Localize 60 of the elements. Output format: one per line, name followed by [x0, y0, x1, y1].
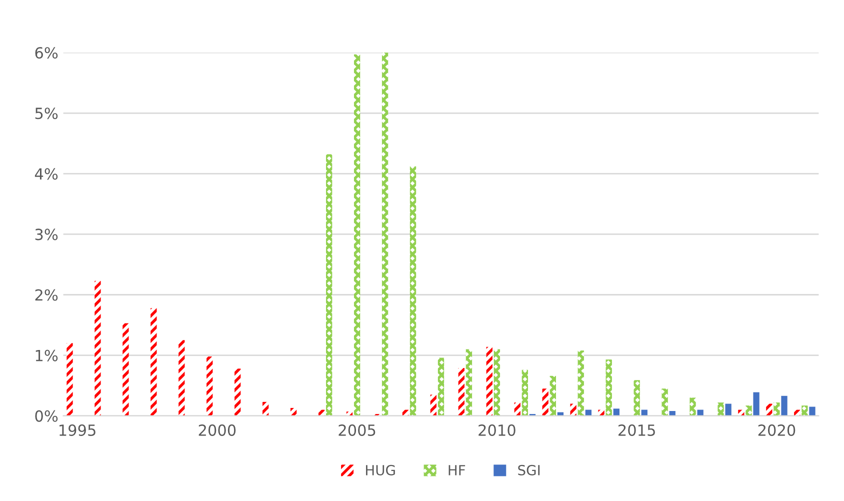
bar: [234, 368, 241, 416]
y-tick-label: 4%: [34, 168, 58, 180]
y-tick-label: 0%: [35, 410, 58, 422]
legend-label: SGI: [518, 464, 540, 476]
bar: [753, 392, 760, 416]
x-tick-label: 2020: [758, 424, 796, 436]
bar: [746, 406, 752, 416]
bar: [262, 402, 269, 416]
bar: [122, 323, 129, 416]
x-tick-label: 2005: [338, 424, 376, 436]
bar: [738, 410, 744, 416]
x-tick-label: 2015: [618, 424, 655, 436]
x-tick-label: 2010: [478, 424, 516, 436]
bar: [326, 154, 332, 416]
bar: [178, 340, 185, 416]
bar: [766, 404, 772, 416]
legend-label: HF: [448, 465, 466, 476]
y-tick-label: 3%: [35, 228, 58, 240]
bar: [494, 349, 500, 416]
bar: [290, 408, 297, 416]
bar: [550, 376, 556, 416]
bar: [382, 52, 388, 416]
bar: [802, 406, 808, 416]
bar: [430, 394, 437, 416]
bar: [150, 308, 157, 416]
bar: [94, 280, 101, 416]
bar: [458, 368, 464, 416]
bar: [669, 410, 676, 416]
bar: [410, 166, 416, 416]
bar: [542, 388, 548, 416]
bar: [578, 350, 584, 416]
bar: [354, 54, 360, 416]
bar: [718, 402, 724, 416]
y-tick-label: 5%: [35, 108, 58, 120]
bar: [570, 404, 576, 416]
x-tick-label: 1995: [60, 424, 96, 436]
legend-label: HUG: [366, 464, 395, 476]
bar: [486, 346, 492, 416]
x-tick-label: 2000: [198, 424, 236, 436]
bar: [781, 396, 788, 416]
bar: [346, 412, 353, 416]
bar: [774, 402, 780, 416]
bar: [206, 356, 213, 416]
bar: [634, 380, 640, 416]
bar: [514, 402, 520, 416]
bar: [598, 410, 604, 416]
bar: [613, 408, 620, 416]
y-tick-label: 6%: [35, 47, 58, 59]
bar: [690, 398, 696, 416]
bar: [662, 388, 668, 416]
bar: [606, 360, 612, 416]
y-tick-label: 1%: [36, 350, 58, 362]
y-tick-label: 2%: [35, 289, 58, 301]
bar: [466, 349, 472, 416]
bar: [725, 404, 732, 416]
bar: [438, 358, 444, 416]
bar: [809, 406, 816, 416]
bar: [66, 343, 73, 416]
bar: [522, 370, 528, 416]
bar: [557, 412, 564, 416]
